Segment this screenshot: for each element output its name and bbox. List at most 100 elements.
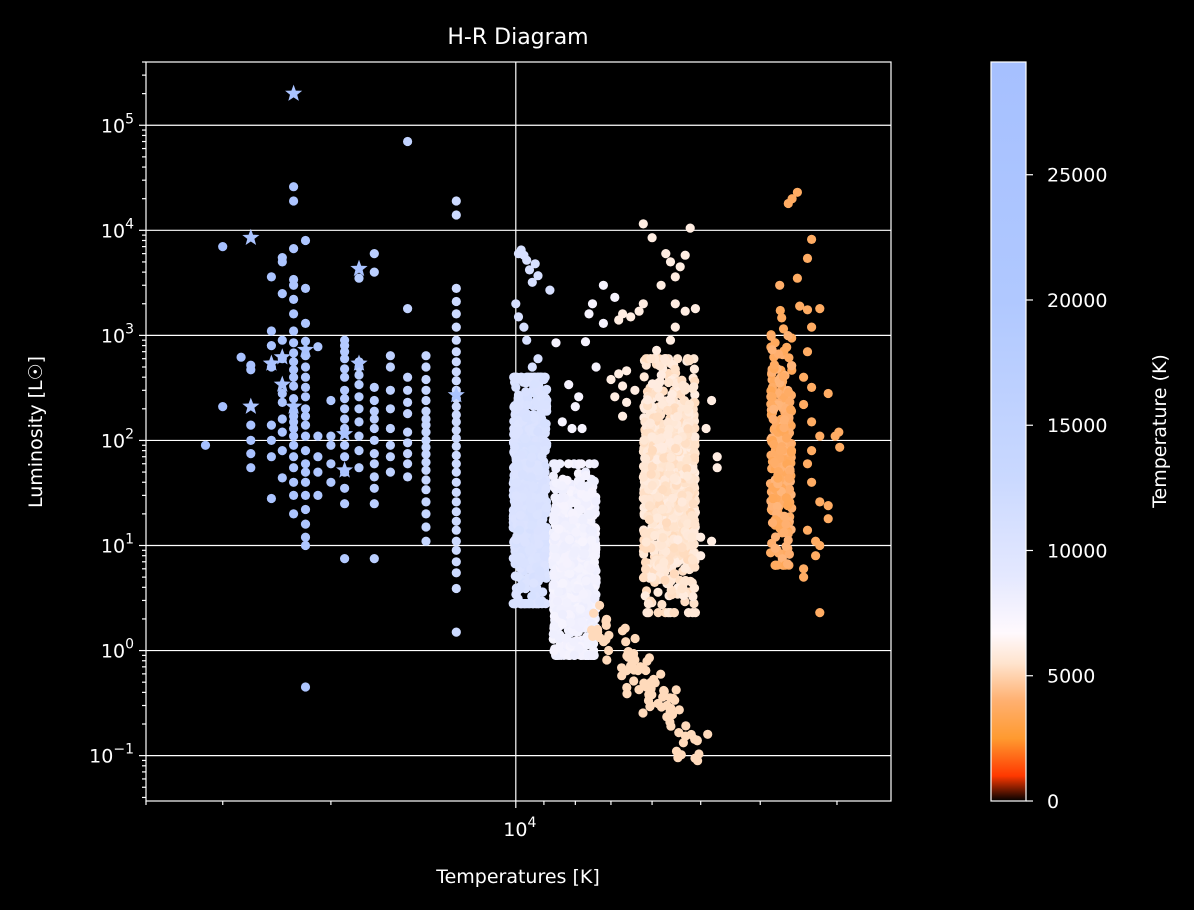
data-point [354, 417, 364, 427]
data-point [289, 490, 299, 500]
cluster-point [657, 504, 668, 514]
data-point [277, 335, 287, 345]
cluster-point [575, 604, 586, 614]
data-point [354, 463, 364, 473]
data-point [200, 440, 211, 450]
data-point [451, 516, 461, 526]
data-point [421, 395, 431, 406]
colorbar-tick-label: 10000 [1047, 540, 1107, 562]
x-axis-label: Temperatures [K] [435, 866, 600, 888]
data-point [277, 446, 287, 456]
sequence-point [638, 708, 648, 718]
data-point [266, 272, 276, 282]
cluster-point [576, 459, 586, 469]
data-point [277, 473, 287, 483]
star-point [296, 340, 314, 357]
data-point [403, 472, 413, 482]
data-point [421, 449, 431, 459]
data-point [403, 136, 413, 147]
data-point [519, 322, 529, 332]
data-point [685, 223, 695, 233]
data-point [354, 446, 364, 456]
cluster-point [540, 445, 550, 456]
cluster-point [551, 552, 561, 562]
data-point [652, 345, 662, 355]
cluster-point [639, 372, 649, 382]
data-point [236, 352, 246, 362]
data-point [300, 459, 311, 469]
cluster-point [511, 491, 521, 501]
cluster-point [514, 525, 525, 535]
data-point [823, 501, 833, 511]
data-point [451, 487, 461, 497]
cluster-point [527, 504, 537, 514]
cluster-point [529, 413, 540, 423]
cluster-point [646, 469, 656, 479]
data-point [340, 554, 350, 564]
data-point [266, 341, 276, 351]
cluster-point [587, 535, 597, 546]
cluster-point [782, 342, 792, 352]
data-point [421, 414, 431, 424]
cluster-point [677, 584, 687, 594]
cluster-point [690, 440, 700, 450]
data-point [707, 395, 717, 406]
y-tick-label: 103 [101, 321, 134, 347]
data-point [451, 357, 461, 367]
data-point [289, 309, 299, 319]
data-point [326, 459, 336, 469]
cluster-point [647, 461, 657, 472]
data-point [539, 374, 549, 385]
data-point [403, 397, 413, 407]
data-point [451, 441, 461, 451]
data-point [451, 296, 461, 307]
data-point [246, 360, 256, 370]
data-point [792, 273, 803, 283]
cluster-point [677, 490, 687, 500]
cluster-point [581, 576, 591, 586]
colorbar-label: Temperature (K) [1149, 354, 1171, 509]
cluster-point [683, 519, 693, 529]
cluster-point [784, 549, 795, 559]
colorbar-tick-label: 25000 [1047, 165, 1107, 187]
data-point [354, 370, 364, 380]
data-point [451, 536, 461, 546]
sequence-point [622, 689, 632, 699]
cluster-point [521, 387, 531, 397]
cluster-point [769, 360, 780, 370]
data-point [385, 385, 395, 395]
data-point [670, 299, 680, 309]
cluster-point [577, 617, 587, 627]
data-point [289, 182, 299, 192]
cluster-point [581, 499, 592, 509]
cluster-point [540, 531, 550, 541]
cluster-point [773, 473, 783, 483]
data-point [533, 271, 543, 281]
cluster-point [550, 493, 560, 503]
data-point [340, 354, 350, 364]
cluster-point [647, 432, 657, 442]
data-point [451, 283, 461, 293]
cluster-point [682, 455, 692, 465]
cluster-point [654, 392, 665, 402]
data-point [300, 411, 311, 421]
cluster-point [533, 426, 543, 437]
cluster-point [641, 537, 651, 547]
cluster-point [658, 485, 668, 495]
y-tick-label: 100 [101, 637, 134, 663]
cluster-point [549, 513, 559, 523]
data-point [369, 499, 379, 509]
cluster-point [558, 578, 568, 589]
data-point [300, 235, 311, 246]
cluster-point [577, 537, 588, 547]
data-point [289, 365, 299, 375]
data-point [385, 452, 395, 462]
cluster-point [781, 519, 791, 529]
sequence-point [602, 655, 612, 665]
cluster-point [781, 493, 792, 503]
cluster-point [569, 637, 579, 647]
data-point [451, 322, 461, 332]
cluster-point [515, 556, 526, 567]
data-point [421, 522, 431, 532]
